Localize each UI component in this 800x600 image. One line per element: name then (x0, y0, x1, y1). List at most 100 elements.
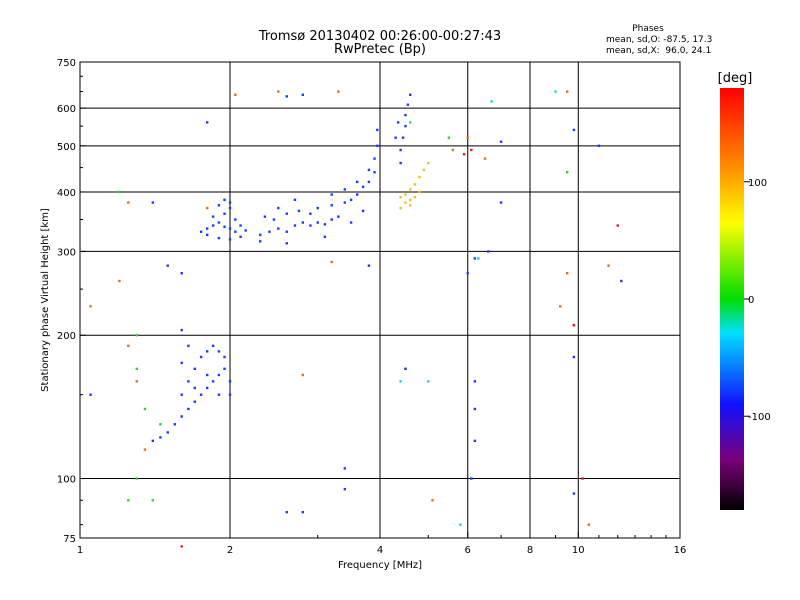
data-point (205, 227, 209, 230)
data-point (180, 393, 183, 396)
x-tick-label: 10 (572, 545, 585, 556)
data-point (404, 367, 407, 371)
data-point (473, 257, 477, 260)
data-point (301, 510, 305, 514)
data-point (199, 230, 203, 233)
colorbar (720, 88, 744, 510)
data-point (259, 240, 262, 243)
data-point (367, 264, 371, 267)
data-point (409, 121, 412, 124)
data-point (217, 373, 221, 377)
data-point (470, 477, 473, 480)
grid-lines (80, 62, 680, 538)
data-point (166, 264, 169, 267)
data-point (285, 212, 288, 215)
data-point (135, 334, 138, 337)
data-point (205, 373, 209, 377)
data-point (193, 400, 197, 403)
data-point (199, 393, 203, 396)
data-point (259, 233, 262, 237)
data-point (422, 168, 426, 172)
data-point (205, 350, 209, 353)
data-point (193, 386, 197, 390)
data-point (413, 183, 417, 186)
data-point (399, 380, 402, 383)
data-point (499, 140, 503, 143)
y-tick-label: 400 (57, 188, 76, 199)
data-point (607, 264, 610, 267)
data-point (413, 195, 417, 199)
x-axis-label: Frequency [MHz] (338, 560, 422, 571)
data-point (459, 523, 462, 526)
data-point (228, 227, 232, 230)
data-point (309, 224, 312, 227)
data-point (135, 367, 138, 371)
data-point (217, 236, 221, 240)
data-point (159, 423, 162, 426)
data-point (330, 204, 333, 207)
data-point (323, 223, 327, 226)
data-point (301, 93, 305, 96)
data-point (396, 121, 400, 124)
data-point (466, 136, 469, 139)
data-point (234, 218, 237, 221)
data-point (272, 218, 276, 221)
y-tick-label: 750 (57, 58, 76, 69)
data-point (572, 128, 576, 132)
data-point (211, 344, 215, 348)
data-point (223, 355, 226, 359)
data-point (205, 121, 209, 124)
y-axis-label: Stationary phase Virtual Height [km] (40, 208, 51, 392)
data-point (399, 148, 402, 152)
data-point (399, 161, 402, 165)
y-tick-label: 100 (57, 475, 76, 486)
x-tick-label: 4 (377, 545, 383, 556)
data-point (401, 136, 405, 139)
data-point (89, 393, 92, 396)
data-point (349, 221, 353, 224)
colorbar-tick-label: 0 (748, 295, 754, 306)
y-axis-ticks: 75 100 200 300 400 500 600 750 (57, 58, 86, 545)
data-point (404, 201, 407, 204)
data-point (404, 113, 407, 117)
data-point (293, 224, 297, 227)
data-point (211, 224, 215, 227)
data-point (343, 188, 347, 191)
data-point (228, 238, 232, 241)
data-point (228, 201, 232, 204)
data-point (217, 350, 221, 353)
data-point (239, 235, 242, 238)
data-point (343, 467, 347, 470)
data-point (143, 448, 147, 451)
data-point (409, 93, 412, 96)
data-point (616, 224, 619, 227)
data-point (234, 93, 237, 96)
data-point (559, 305, 562, 308)
chart-title: Tromsø 20130402 00:26:00-00:27:43 (258, 29, 501, 44)
data-point (376, 128, 379, 132)
data-point (572, 323, 576, 327)
data-point (293, 198, 297, 202)
data-point (427, 161, 430, 165)
data-point (367, 180, 371, 184)
data-point (151, 499, 155, 502)
data-point (285, 230, 288, 233)
stats-heading: Phases (632, 24, 664, 34)
data-point (330, 218, 333, 221)
data-point (620, 279, 623, 283)
data-point (187, 344, 190, 348)
data-point (355, 180, 359, 184)
data-point (470, 148, 473, 152)
data-point (135, 380, 138, 383)
data-point (373, 171, 376, 174)
data-point (159, 436, 162, 439)
data-point (151, 201, 155, 204)
data-point (323, 235, 327, 238)
data-point (499, 201, 503, 204)
data-point (565, 90, 569, 93)
data-point (337, 90, 340, 93)
data-point (316, 221, 319, 224)
data-point (447, 136, 451, 139)
x-axis-ticks: 1 2 4 6 8 10 16 (77, 532, 686, 556)
data-point (451, 148, 455, 152)
